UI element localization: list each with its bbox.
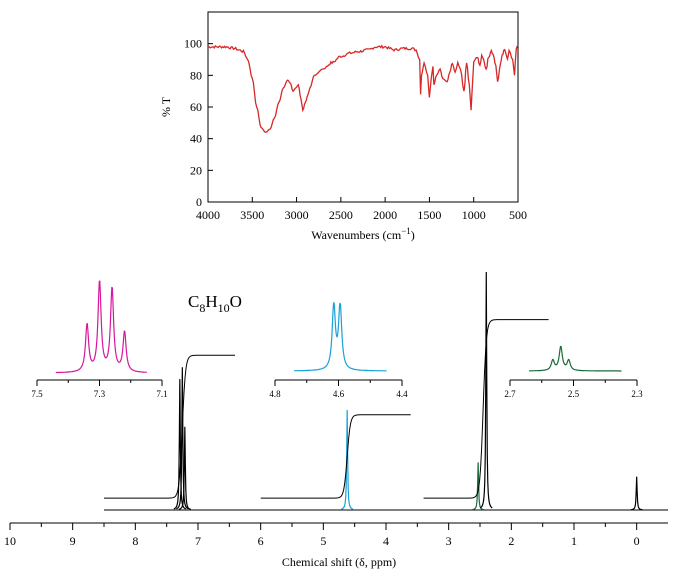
- inset-tick-label: 7.3: [94, 389, 106, 399]
- ir-x-tick-label: 3000: [285, 208, 309, 222]
- formula-c-count: 8: [199, 301, 205, 315]
- inset-spectrum-line: [294, 302, 387, 372]
- ir-x-tick-label: 2500: [329, 208, 353, 222]
- nmr-peak: [173, 379, 187, 510]
- formula-h-count: 10: [218, 301, 230, 315]
- inset-spectrum-line: [55, 280, 147, 374]
- nmr-x-tick-label: 0: [634, 534, 640, 548]
- inset-spectrum-line: [529, 345, 622, 372]
- nmr-chart: 10 9 8 7 6 5 4 3 2 1 0 Chemical shift (δ, ppm) C8H…: [4, 271, 668, 569]
- formula-o: O: [230, 292, 242, 311]
- ir-x-tick-label: 3500: [240, 208, 264, 222]
- nmr-x-tick-label: 2: [508, 534, 514, 548]
- ir-y-tick-label: 60: [190, 100, 202, 114]
- nmr-x-tick-label: 8: [132, 534, 138, 548]
- nmr-integral-curve: [260, 414, 411, 499]
- nmr-peak: [176, 367, 189, 510]
- ir-y-tick-label: 100: [184, 37, 202, 51]
- nmr-x-tick-label: 10: [4, 534, 16, 548]
- ir-series-line: [207, 44, 519, 134]
- nmr-inset-methylene: 4.8 4.6 4.4: [269, 302, 408, 399]
- ir-x-axis-label-exponent: −1: [401, 226, 411, 236]
- inset-tick-label: 2.5: [568, 389, 580, 399]
- inset-tick-label: 4.8: [269, 389, 281, 399]
- nmr-x-axis: 10 9 8 7 6 5 4 3 2 1 0: [4, 522, 668, 548]
- ir-x-tick-label: 4000: [196, 208, 220, 222]
- ir-y-axis: 0 20 40 60 80 100: [184, 37, 213, 209]
- formula-h: H: [205, 292, 217, 311]
- formula-c: C: [188, 292, 199, 311]
- nmr-peak: [479, 271, 493, 509]
- nmr-x-tick-label: 5: [320, 534, 326, 548]
- ir-y-tick-label: 80: [190, 68, 202, 82]
- ir-x-tick-label: 1500: [417, 208, 441, 222]
- nmr-peak: [630, 476, 643, 511]
- ir-x-axis: 4000 3500 3000 2500 2000 1500 1000 500: [196, 197, 527, 222]
- nmr-peak: [340, 410, 354, 510]
- ir-y-tick-label: 40: [190, 132, 202, 146]
- nmr-x-tick-label: 7: [195, 534, 201, 548]
- nmr-x-tick-label: 4: [383, 534, 389, 548]
- molecular-formula: C8H10O: [188, 292, 242, 315]
- nmr-inset-aromatic: 7.5 7.3 7.1: [31, 280, 168, 399]
- nmr-x-tick-label: 1: [571, 534, 577, 548]
- ir-x-tick-label: 1000: [462, 208, 486, 222]
- nmr-peaks: [173, 271, 643, 511]
- nmr-x-tick-label: 3: [446, 534, 452, 548]
- inset-tick-label: 7.5: [31, 389, 43, 399]
- nmr-x-axis-label: Chemical shift (δ, ppm): [282, 555, 396, 569]
- inset-tick-label: 4.4: [396, 389, 408, 399]
- ir-y-axis-label: % T: [159, 96, 173, 117]
- ir-x-tick-label: 500: [509, 208, 527, 222]
- inset-tick-label: 4.6: [333, 389, 345, 399]
- ir-y-tick-label: 0: [196, 195, 202, 209]
- nmr-integral-curve: [104, 354, 235, 499]
- ir-y-tick-label: 20: [190, 163, 202, 177]
- inset-tick-label: 2.3: [631, 389, 643, 399]
- nmr-x-tick-label: 9: [70, 534, 76, 548]
- ir-x-axis-label: Wavenumbers (cm−1): [311, 226, 415, 242]
- nmr-insets: 7.5 7.3 7.1 4.8 4.6 4.4 2.7 2.5 2.3: [31, 280, 643, 399]
- nmr-integrals: [104, 319, 549, 499]
- nmr-inset-hydroxyl: 2.7 2.5 2.3: [504, 345, 643, 399]
- nmr-x-tick-label: 6: [258, 534, 264, 548]
- ir-x-axis-label-close: ): [411, 228, 415, 242]
- nmr-peak: [472, 462, 485, 511]
- ir-chart: 0 20 40 60 80 100 4000 3500 3000 2500 2000 1500 100…: [159, 11, 527, 242]
- ir-x-tick-label: 2000: [373, 208, 397, 222]
- inset-tick-label: 7.1: [156, 389, 167, 399]
- nmr-integral-curve: [423, 319, 549, 499]
- nmr-peak: [178, 426, 191, 510]
- inset-tick-label: 2.7: [504, 389, 516, 399]
- ir-x-axis-label-main: Wavenumbers (cm: [311, 228, 402, 242]
